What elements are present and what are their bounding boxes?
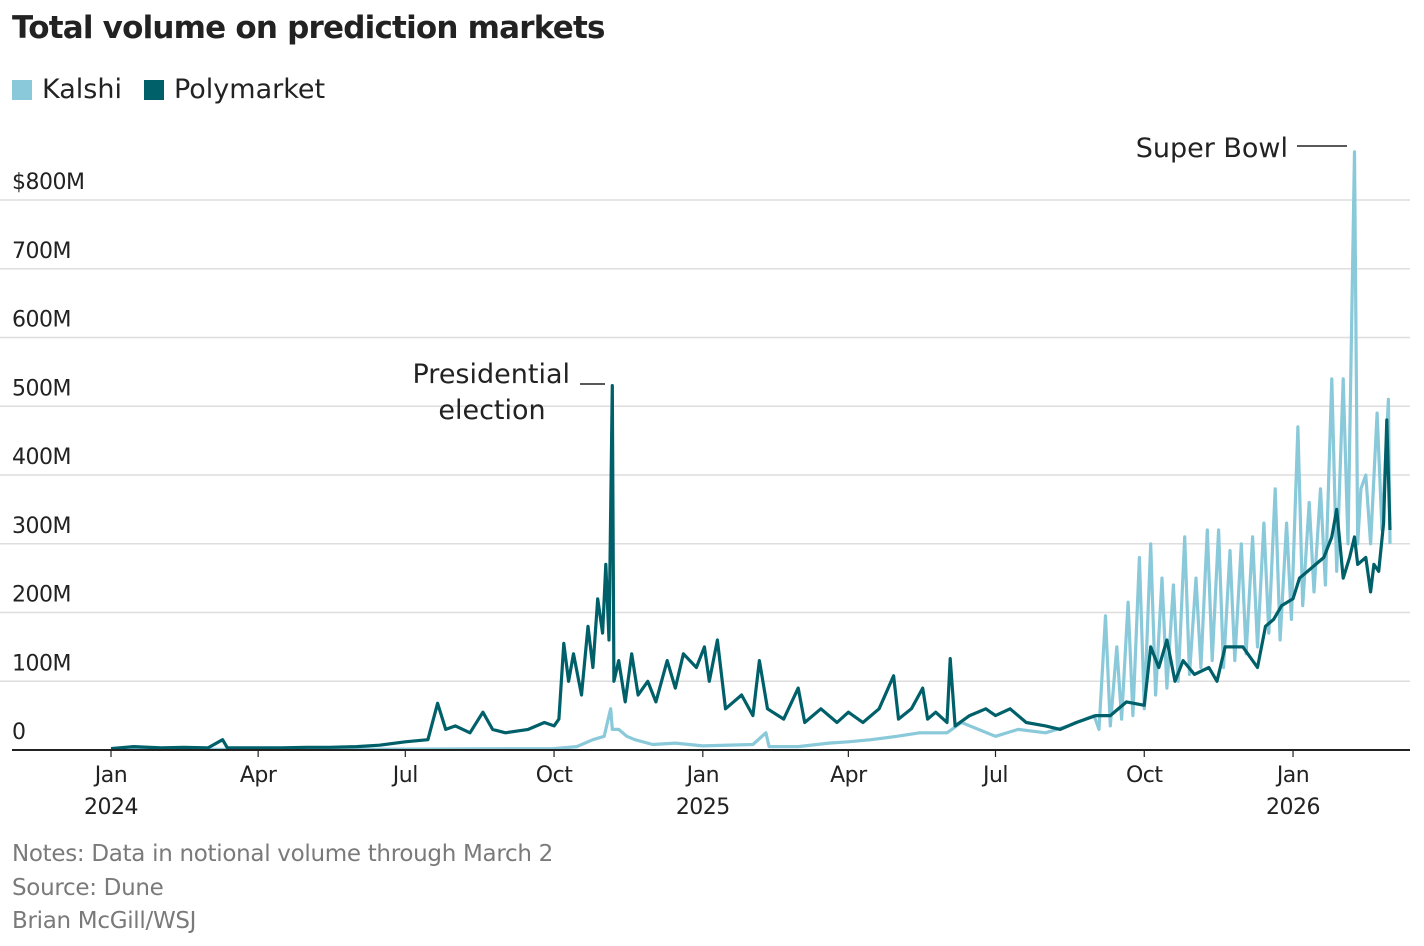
- x-tick-label: Oct: [1126, 763, 1163, 788]
- y-tick-label: 300M: [12, 514, 71, 539]
- legend-label-polymarket: Polymarket: [173, 74, 326, 105]
- y-tick-label: 600M: [12, 308, 71, 333]
- y-tick-label: 200M: [12, 583, 71, 608]
- x-tick-label: Jul: [391, 763, 418, 788]
- x-tick-year-label: 2025: [676, 795, 730, 820]
- annotation-super-bowl: Super Bowl: [1136, 133, 1288, 164]
- legend-label-kalshi: Kalshi: [42, 74, 122, 105]
- legend-swatch-polymarket: [143, 79, 164, 100]
- footer: Notes: Data in notional volume through M…: [12, 838, 553, 939]
- legend-swatch-kalshi: [12, 79, 32, 100]
- y-tick-label: 500M: [12, 376, 71, 401]
- x-tick-label: Jan: [685, 763, 719, 788]
- notes-text: Notes: Data in notional volume through M…: [12, 841, 553, 867]
- annotation-presidential-election-line2: election: [438, 395, 545, 426]
- legend: Kalshi Polymarket: [12, 74, 347, 105]
- credit-text: Brian McGill/WSJ: [12, 908, 197, 934]
- x-tick-year-label: 2026: [1266, 795, 1320, 820]
- x-tick-label: Jan: [1275, 763, 1309, 788]
- source-text: Source: Dune: [12, 874, 164, 901]
- x-tick-label: Jul: [981, 763, 1008, 788]
- chart-title: Total volume on prediction markets: [12, 10, 605, 46]
- y-tick-label: 700M: [12, 239, 71, 264]
- x-tick-year-label: 2024: [84, 795, 138, 820]
- y-tick-label: $800M: [12, 170, 84, 195]
- annotation-presidential-election: Presidential: [413, 359, 571, 390]
- legend-item-polymarket: Polymarket: [143, 74, 326, 105]
- x-tick-label: Jan: [93, 763, 127, 788]
- series-line-kalshi: [111, 150, 1392, 751]
- y-tick-label: 100M: [12, 651, 71, 676]
- x-tick-label: Apr: [830, 763, 868, 788]
- legend-item-kalshi: Kalshi: [12, 74, 122, 105]
- y-tick-label: 0: [12, 720, 26, 745]
- series-line-polymarket: [110, 384, 1392, 751]
- x-tick-label: Oct: [536, 763, 573, 788]
- y-tick-label: 400M: [12, 445, 71, 470]
- x-tick-label: Apr: [240, 763, 278, 788]
